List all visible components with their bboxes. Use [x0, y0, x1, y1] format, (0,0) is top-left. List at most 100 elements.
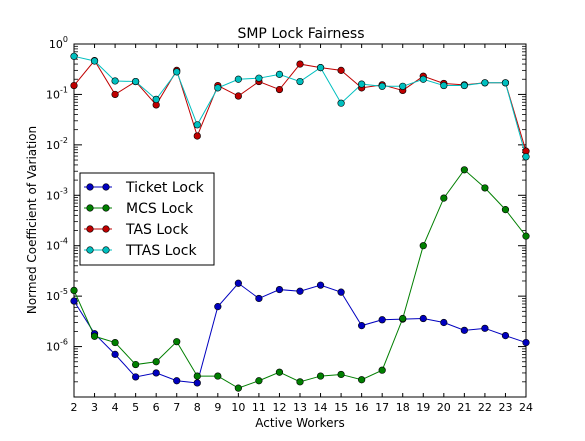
- data-point: [337, 288, 345, 296]
- data-point: [132, 360, 140, 369]
- data-point: [378, 366, 386, 374]
- axis-ticks: 2 3 4 5 6 7 8 9 10 11 12 13 14 15 16 17 18 19 20 21 22 23 2410…: [46, 35, 533, 414]
- data-point: [193, 372, 201, 380]
- y-tick-base: 10: [46, 240, 60, 253]
- x-tick-label: 3: [91, 401, 98, 414]
- data-point: [255, 294, 263, 303]
- data-point: [70, 286, 78, 295]
- x-tick-label: 11: [252, 401, 266, 414]
- x-tick-label: 8: [194, 401, 201, 414]
- data-point: [316, 281, 325, 289]
- data-point: [111, 338, 119, 347]
- x-tick-label: 4: [112, 401, 119, 414]
- data-point: [460, 166, 468, 174]
- data-point: [440, 194, 448, 202]
- data-point: [378, 316, 386, 324]
- legend-marker: [86, 246, 94, 254]
- data-point: [460, 81, 468, 90]
- data-point: [296, 77, 304, 86]
- data-point: [152, 358, 160, 366]
- data-point: [234, 384, 242, 392]
- legend-label: TAS Lock: [125, 222, 189, 238]
- x-tick-label: 10: [231, 401, 245, 414]
- data-point: [275, 368, 284, 376]
- y-tick-exp: -5: [60, 287, 68, 296]
- data-point: [234, 92, 242, 100]
- data-point: [481, 184, 489, 192]
- data-point: [481, 79, 489, 87]
- data-point: [419, 242, 427, 250]
- data-point: [193, 379, 201, 387]
- x-tick-label: 17: [375, 401, 389, 414]
- data-point: [214, 84, 222, 92]
- legend-marker: [102, 225, 110, 233]
- legend-label: Ticket Lock: [125, 180, 205, 196]
- y-tick-exp: -2: [60, 136, 68, 145]
- data-point: [132, 77, 140, 86]
- data-point: [255, 74, 263, 82]
- data-point: [522, 153, 530, 161]
- data-point: [316, 64, 325, 72]
- legend-marker: [86, 225, 94, 233]
- y-tick-label: 10-6: [46, 338, 68, 354]
- data-point: [152, 95, 160, 103]
- y-tick-base: 10: [46, 290, 60, 303]
- data-point: [90, 332, 99, 340]
- y-tick-base: 10: [46, 189, 60, 202]
- x-tick-label: 22: [478, 401, 492, 414]
- x-tick-label: 6: [153, 401, 160, 414]
- y-tick-exp: -1: [60, 85, 68, 94]
- data-point: [399, 82, 407, 90]
- x-tick-label: 13: [293, 401, 307, 414]
- y-tick-base: 10: [46, 341, 60, 354]
- data-point: [255, 377, 263, 385]
- x-tick-label: 15: [334, 401, 348, 414]
- data-point: [296, 287, 304, 295]
- legend-label: MCS Lock: [126, 201, 194, 217]
- x-axis-label: Active Workers: [255, 416, 344, 430]
- legend-marker: [102, 246, 110, 254]
- data-point: [173, 338, 181, 346]
- data-point: [111, 90, 119, 99]
- y-tick-exp: -3: [60, 186, 68, 195]
- data-point: [152, 369, 160, 377]
- x-tick-label: 24: [519, 401, 533, 414]
- y-tick-base: 10: [46, 88, 60, 101]
- data-point: [501, 79, 510, 87]
- data-point: [337, 370, 345, 379]
- data-point: [440, 318, 448, 327]
- data-point: [419, 314, 427, 323]
- x-tick-label: 12: [272, 401, 286, 414]
- y-axis-label: Normed Coefficient of Variation: [25, 126, 39, 314]
- y-tick-label: 10-1: [46, 85, 68, 101]
- x-tick-label: 16: [355, 401, 369, 414]
- data-point: [70, 297, 78, 305]
- series-points: [70, 52, 530, 392]
- data-point: [173, 377, 181, 385]
- x-tick-label: 19: [416, 401, 430, 414]
- chart-title: SMP Lock Fairness: [237, 26, 364, 42]
- data-point: [193, 121, 201, 129]
- x-tick-label: 2: [71, 401, 78, 414]
- y-tick-label: 10-5: [46, 287, 68, 303]
- x-tick-label: 18: [396, 401, 410, 414]
- data-point: [296, 60, 304, 68]
- legend-marker: [86, 204, 94, 212]
- data-point: [316, 372, 325, 380]
- data-point: [337, 99, 345, 107]
- y-tick-base: 10: [46, 139, 60, 152]
- data-point: [111, 350, 119, 358]
- data-point: [214, 303, 222, 311]
- legend-marker: [102, 183, 110, 191]
- x-tick-label: 23: [498, 401, 512, 414]
- data-point: [399, 314, 407, 323]
- data-point: [501, 332, 510, 340]
- data-point: [337, 66, 345, 74]
- data-point: [522, 338, 530, 347]
- legend-marker: [102, 204, 110, 212]
- legend: Ticket Lock MCS Lock TAS Lock TTAS Lock: [79, 172, 215, 266]
- legend-label: TTAS Lock: [125, 243, 198, 259]
- data-point: [275, 85, 284, 94]
- y-tick-exp: -4: [60, 237, 68, 246]
